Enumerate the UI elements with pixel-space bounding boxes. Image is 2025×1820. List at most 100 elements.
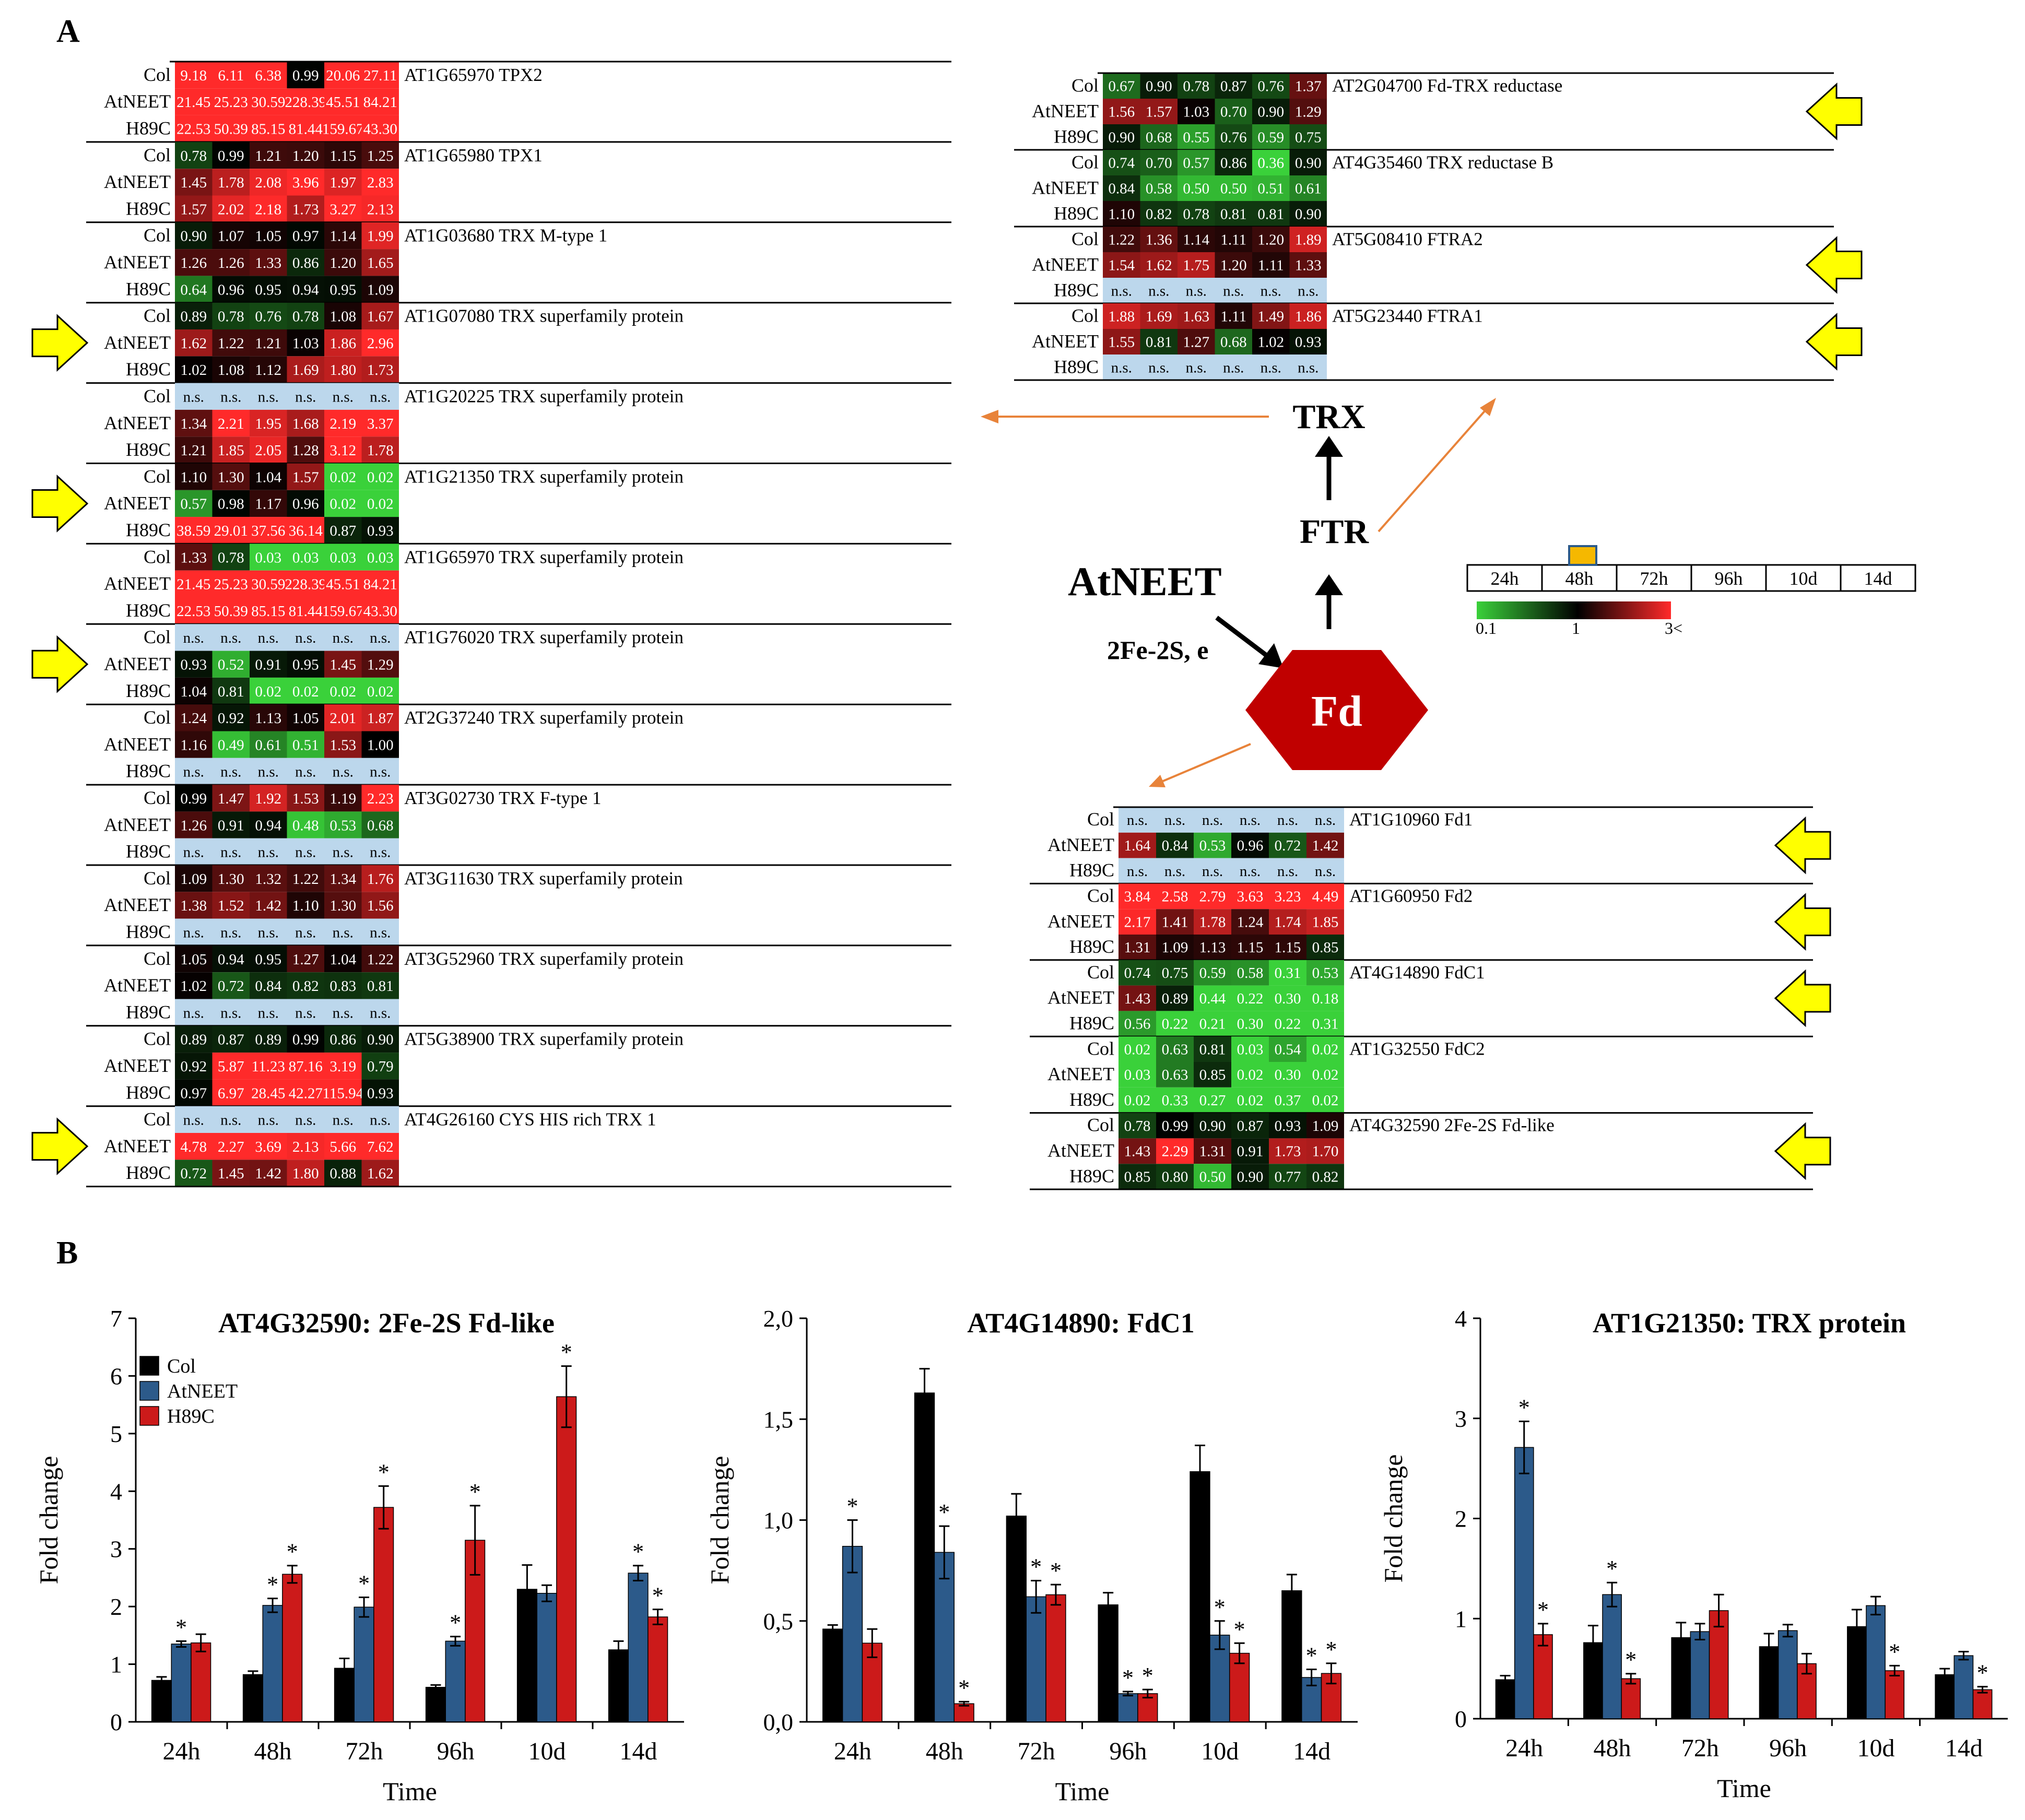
heatmap-cell — [1269, 909, 1306, 935]
heatmap-cell-value: 0.74 — [1108, 155, 1135, 171]
heatmap-cell — [250, 918, 287, 946]
heatmap-cell-value: 50.39 — [214, 603, 248, 620]
gene-label: AT5G23440 FTRA1 — [1332, 305, 1483, 326]
heatmap-cell-value: 3.37 — [367, 416, 394, 432]
heatmap-cell-value: 0.02 — [1312, 1067, 1339, 1083]
gene-label: AT1G10960 Fd1 — [1349, 809, 1473, 830]
heatmap-cell-value: 1.78 — [367, 442, 394, 459]
panel-label-b: B — [56, 1235, 78, 1271]
heatmap-cell — [1306, 1011, 1344, 1037]
heatmap-cell — [324, 517, 362, 544]
timeline-cell — [1616, 564, 1692, 592]
bar-atneet — [1026, 1596, 1046, 1722]
heatmap-cell — [1156, 1062, 1194, 1088]
heatmap-cell-value: 0.68 — [1220, 334, 1247, 350]
heatmap-cell-value: 0.02 — [367, 496, 394, 513]
heatmap-cell — [175, 463, 213, 490]
heatmap-cell-value: 1.30 — [218, 469, 244, 486]
heatmap-cell-value: n.s. — [1111, 359, 1132, 376]
significance-star: * — [287, 1539, 298, 1565]
heatmap-cell — [361, 517, 399, 544]
heatmap-cell — [324, 1053, 362, 1080]
heatmap-cell — [324, 490, 362, 517]
timeline-label: 14d — [1864, 568, 1892, 589]
heatmap-cell-value: 1.10 — [292, 897, 319, 914]
heatmap-cell-value: 0.59 — [1199, 965, 1226, 982]
timeline-label: 72h — [1640, 568, 1668, 589]
bar-h89c — [191, 1642, 211, 1722]
heatmap-cell-value: 4.78 — [180, 1139, 207, 1155]
heatmap-cell-value: 1.47 — [218, 790, 244, 807]
heatmap-cell-value: 1.14 — [329, 228, 356, 245]
heatmap-cell — [1140, 252, 1178, 278]
heatmap-cell-value: 1.03 — [1183, 103, 1209, 120]
heatmap-cell — [287, 838, 324, 865]
heatmap-cell — [287, 62, 324, 89]
heatmap-cell-value: 159.67 — [322, 121, 364, 138]
heatmap-cell-value: 1.37 — [1295, 78, 1322, 94]
significance-star: * — [561, 1340, 572, 1365]
heatmap-cell-value: 0.74 — [1124, 965, 1151, 982]
heatmap-cell — [1103, 175, 1140, 201]
y-tick-label: 1,5 — [763, 1406, 794, 1433]
heatmap-cell — [1306, 858, 1344, 884]
color-scale-bar — [1477, 601, 1671, 619]
heatmap-cell — [287, 490, 324, 517]
legend-label: Col — [167, 1355, 196, 1377]
heatmap-cell-value: 30.59 — [251, 94, 285, 111]
heatmap-cell-value: 1.62 — [1146, 257, 1172, 274]
bar-h89c — [1621, 1678, 1641, 1719]
heatmap-cell-value: 0.84 — [1108, 180, 1135, 197]
heatmap-cell — [250, 677, 287, 705]
heatmap-cell-value: n.s. — [295, 1112, 316, 1129]
heatmap-cell-value: n.s. — [258, 1112, 279, 1129]
row-label-col: Col — [1087, 885, 1114, 906]
heatmap-cell-value: 1.68 — [292, 416, 319, 432]
heatmap-cell-value: 0.99 — [218, 148, 244, 164]
heatmap-cell-value: 1.57 — [1146, 103, 1172, 120]
heatmap-cell-value: 1.11 — [1220, 231, 1246, 248]
heatmap-cell — [250, 436, 287, 464]
significance-star: * — [1306, 1643, 1317, 1669]
heatmap-cell-value: 0.31 — [1312, 1016, 1339, 1033]
heatmap-cell-value: 0.97 — [180, 1085, 207, 1102]
heatmap-cell-value: 0.50 — [1183, 180, 1209, 197]
heatmap-cell-value: 1.09 — [367, 281, 394, 298]
heatmap-cell — [324, 972, 362, 999]
heatmap-cell — [175, 1160, 213, 1187]
yellow-highlight-arrow-icon — [1774, 893, 1831, 951]
heatmap-cell — [1140, 354, 1178, 380]
heatmap-cell — [361, 865, 399, 892]
heatmap-cell-value: 1.30 — [218, 871, 244, 888]
row-label-atneet: AtNEET — [104, 654, 171, 675]
heatmap-cell — [250, 1133, 287, 1160]
heatmap-cell-value: 0.03 — [367, 549, 394, 566]
heatmap-cell-value: 1.57 — [292, 469, 319, 486]
heatmap-cell-value: 0.86 — [329, 1032, 356, 1048]
heatmap-cell-value: n.s. — [1315, 812, 1336, 829]
heatmap-cell — [1119, 1062, 1156, 1088]
heatmap-cell — [212, 838, 250, 865]
y-axis-title: Fold change — [34, 1456, 63, 1585]
heatmap-cell — [175, 169, 213, 196]
heatmap-cell — [287, 383, 324, 410]
heatmap-cell — [1215, 175, 1252, 201]
significance-star: * — [267, 1572, 278, 1598]
heatmap-cell-value: 1.42 — [1312, 837, 1339, 854]
heatmap-cell — [287, 811, 324, 838]
heatmap-cell-value: 1.65 — [367, 255, 394, 271]
heatmap-cell-value: n.s. — [1202, 812, 1223, 829]
heatmap-cell-value: 1.73 — [1275, 1143, 1301, 1160]
heatmap-cell-value: 1.70 — [1312, 1143, 1339, 1160]
heatmap-cell — [324, 195, 362, 222]
timeline-label: 96h — [1715, 568, 1743, 589]
heatmap-cell — [175, 436, 213, 464]
x-tick-label: 96h — [437, 1738, 475, 1765]
heatmap-trx-genes: Col 9.18 6.11 6.38 0.99 20.06 27.11 AtNEET 21.45… — [31, 61, 951, 1188]
heatmap-cell — [1306, 1138, 1344, 1164]
row-label-h89c: H89C — [126, 680, 171, 701]
heatmap-cell — [361, 972, 399, 999]
heatmap-cell-value: 20.06 — [326, 67, 360, 84]
heatmap-cell-value: 0.92 — [180, 1058, 207, 1075]
heatmap-cell — [1156, 960, 1194, 986]
